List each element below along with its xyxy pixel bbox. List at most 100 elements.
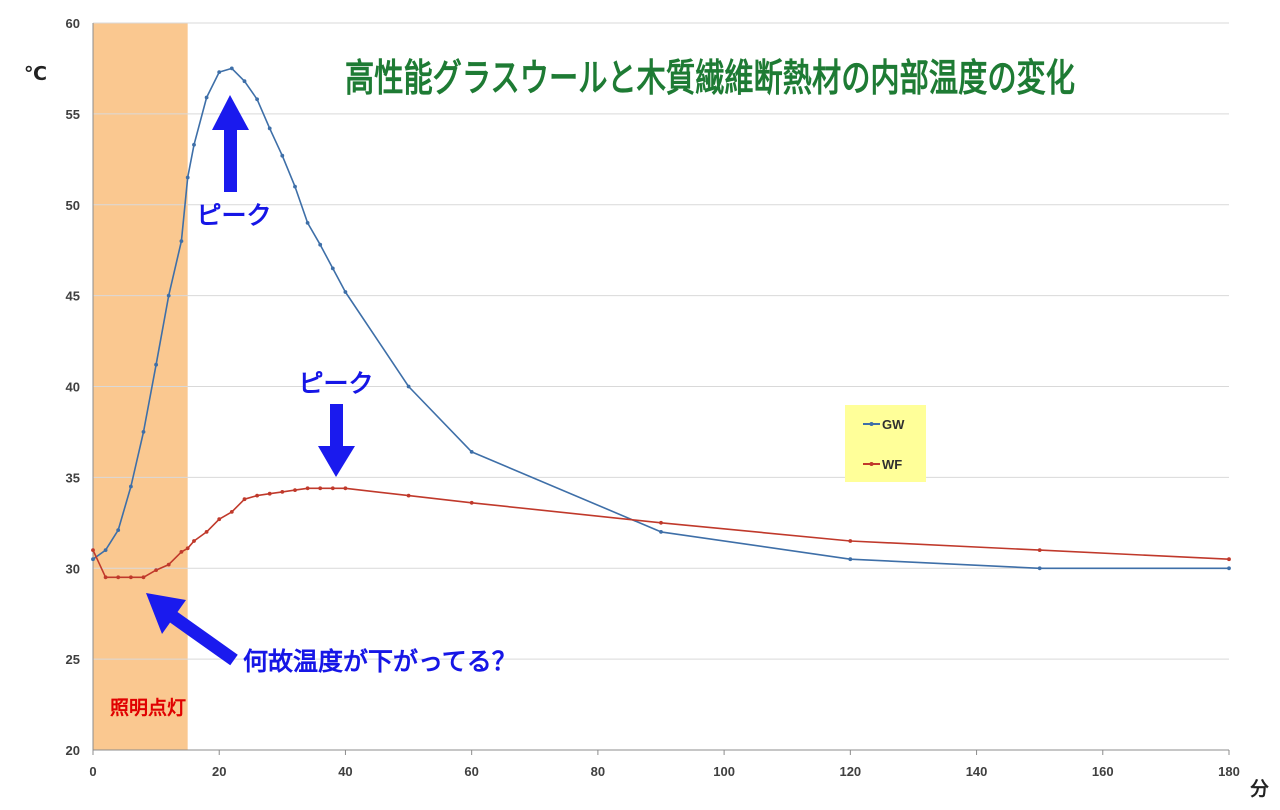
data-point-gw	[217, 70, 222, 74]
data-point-gw	[406, 384, 411, 389]
y-axis-unit: ℃	[24, 63, 47, 85]
y-tick-40: 40	[66, 380, 80, 395]
data-point-wf	[129, 575, 133, 580]
data-point-wf	[280, 490, 285, 494]
y-tick-55: 55	[66, 107, 80, 122]
x-tick-20: 20	[212, 764, 226, 779]
data-point-gw	[305, 221, 310, 225]
y-tick-50: 50	[66, 198, 80, 213]
data-point-gw	[154, 362, 159, 367]
x-tick-80: 80	[591, 764, 605, 779]
y-tick-20: 20	[66, 743, 80, 758]
y-tick-60: 60	[66, 16, 80, 31]
data-point-wf	[318, 486, 323, 491]
data-point-wf	[469, 500, 474, 505]
y-tick-25: 25	[66, 652, 80, 667]
series-points	[91, 66, 1231, 580]
data-point-gw	[129, 484, 133, 489]
gw-peak-label: ピーク	[196, 201, 271, 230]
data-point-wf	[659, 520, 663, 525]
data-point-wf	[293, 488, 297, 492]
data-point-gw	[141, 430, 146, 434]
data-point-wf	[1037, 548, 1042, 552]
data-point-gw	[1227, 566, 1231, 571]
data-point-wf	[141, 575, 146, 580]
x-axis-unit: 分	[1250, 778, 1269, 800]
data-point-gw	[166, 293, 171, 298]
x-tick-100: 100	[713, 764, 735, 779]
legend-label-wf: WF	[882, 457, 902, 472]
data-point-gw	[204, 95, 209, 100]
axes	[92, 23, 1230, 755]
data-point-wf	[330, 486, 335, 491]
data-point-wf	[116, 575, 121, 580]
x-tick-140: 140	[966, 764, 988, 779]
data-point-gw	[343, 290, 348, 294]
data-point-wf	[1227, 557, 1231, 562]
data-point-gw	[330, 266, 335, 271]
data-point-wf	[406, 493, 411, 498]
dip-arrow	[146, 593, 238, 666]
data-point-gw	[318, 242, 323, 247]
data-point-gw	[116, 528, 121, 532]
data-point-gw	[255, 97, 259, 102]
data-point-gw	[91, 557, 95, 562]
data-point-gw	[242, 79, 247, 84]
data-point-wf	[204, 530, 209, 534]
data-point-wf	[848, 539, 853, 543]
x-tick-160: 160	[1092, 764, 1114, 779]
data-point-gw	[659, 530, 663, 534]
data-point-gw	[229, 66, 234, 71]
series-lines	[92, 67, 1230, 579]
data-point-gw	[192, 142, 196, 147]
data-point-wf	[343, 486, 348, 491]
gridlines	[93, 22, 1229, 660]
data-point-gw	[103, 548, 108, 552]
data-point-wf	[192, 539, 196, 543]
data-point-gw	[267, 126, 272, 131]
data-point-gw	[848, 557, 853, 562]
data-point-wf	[217, 517, 222, 522]
data-point-wf	[305, 486, 310, 491]
lighting-band-label: 照明点灯	[110, 697, 186, 719]
legend-label-gw: GW	[882, 417, 905, 432]
data-point-wf	[179, 550, 184, 554]
data-point-wf	[267, 491, 272, 496]
y-tick-30: 30	[66, 561, 80, 576]
x-tick-60: 60	[464, 764, 478, 779]
series-line-wf	[92, 487, 1230, 579]
data-point-gw	[185, 175, 190, 180]
data-point-gw	[280, 153, 285, 158]
data-point-wf	[166, 562, 171, 567]
data-point-gw	[469, 450, 474, 454]
y-tick-35: 35	[66, 470, 80, 485]
data-point-wf	[185, 546, 190, 551]
wf-peak-arrow	[318, 404, 355, 477]
data-point-wf	[91, 548, 95, 552]
gw-peak-arrow	[212, 95, 249, 192]
y-tick-45: 45	[66, 289, 80, 304]
dip-question-label: 何故温度が下がってる？	[243, 647, 517, 676]
x-tick-0: 0	[89, 764, 96, 779]
data-point-wf	[229, 510, 234, 514]
legend-item-wf: WF	[863, 457, 902, 472]
x-tick-labels: 0 20 40 60 80 100 120 140 160 180	[89, 764, 1239, 779]
chart-title: 高性能グラスウールと木質繊維断熱材の内部温度の変化	[345, 56, 1075, 100]
data-point-gw	[179, 239, 184, 244]
legend-item-gw: GW	[863, 417, 905, 432]
legend: GW WF	[845, 405, 926, 482]
wf-peak-label: ピーク	[298, 369, 373, 398]
data-point-wf	[154, 568, 159, 572]
data-point-wf	[242, 497, 247, 502]
data-point-wf	[255, 493, 259, 498]
data-point-gw	[1037, 566, 1042, 571]
series-line-gw	[92, 67, 1229, 570]
data-point-wf	[103, 575, 108, 580]
x-tick-40: 40	[338, 764, 352, 779]
x-tick-180: 180	[1218, 764, 1240, 779]
legend-box	[845, 405, 926, 482]
y-tick-labels: 20 25 30 35 40 45 50 55 60	[66, 16, 80, 758]
data-point-gw	[293, 184, 297, 189]
